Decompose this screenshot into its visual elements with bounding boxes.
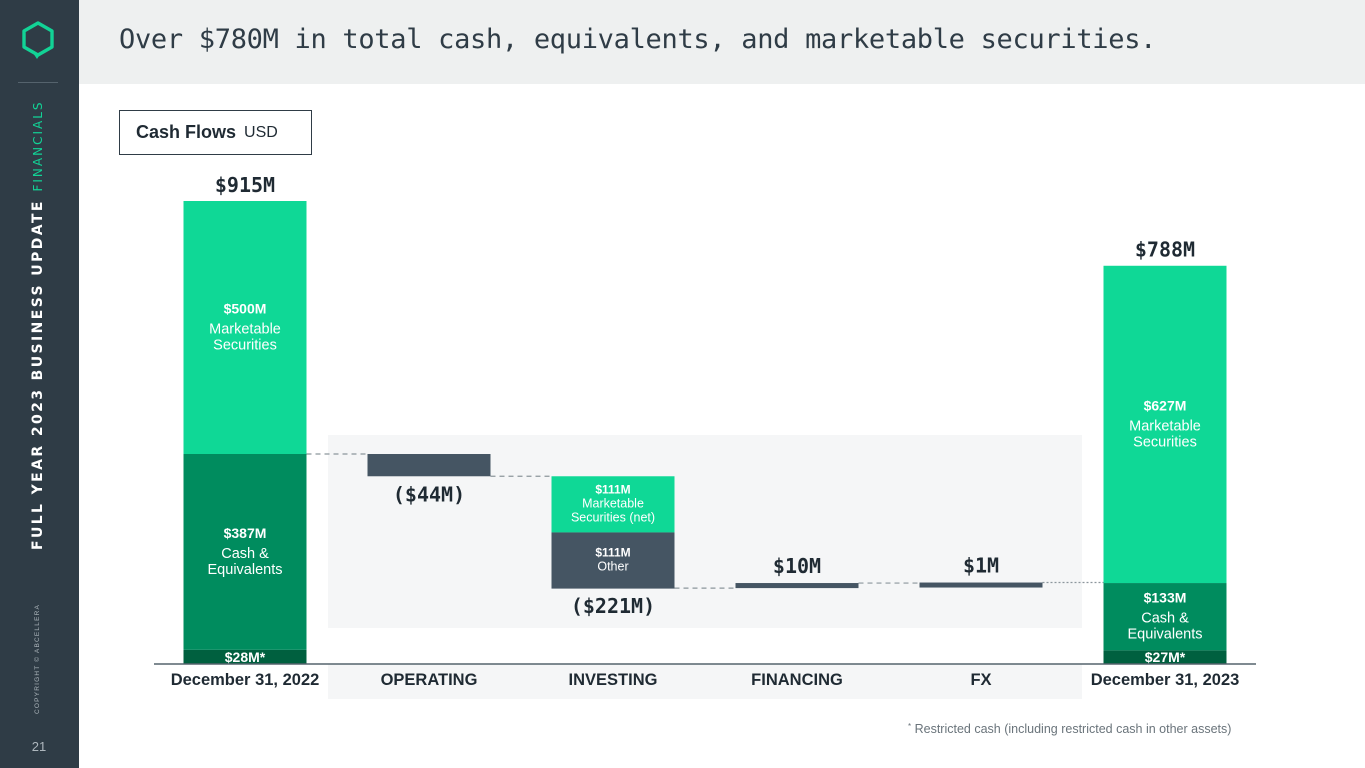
end-bar-segment-restricted-cash <box>1103 650 1227 664</box>
end-segment-desc: Marketable <box>1129 418 1201 434</box>
fx-bar <box>919 582 1043 588</box>
end-segment-value: $627M <box>1144 397 1187 413</box>
investing-segment-desc: Securities (net) <box>571 510 655 524</box>
fx-value-label: $1M <box>963 554 999 578</box>
end-bar-segment-cash-equivalents <box>1103 583 1227 651</box>
cash-flows-label-box: Cash Flows USD <box>119 110 312 155</box>
investing-segment-desc: Other <box>597 560 628 574</box>
investing-segment-value: $111M <box>595 546 630 560</box>
start-segment-desc: Marketable <box>209 322 281 338</box>
start-segment-value: $28M* <box>225 649 266 665</box>
end-segment-desc: Equivalents <box>1128 627 1203 643</box>
category-label-1: OPERATING <box>381 671 478 689</box>
footnote: * Restricted cash (including restricted … <box>908 722 1231 736</box>
end-segment-desc: Securities <box>1133 434 1197 450</box>
end-segment-value: $133M <box>1144 590 1187 606</box>
investing-segment-value: $111M <box>595 482 630 496</box>
investing-segment-desc: Marketable <box>582 496 644 510</box>
category-label-4: FX <box>970 671 991 689</box>
start-bar-segment-restricted-cash <box>183 649 307 664</box>
financing-bar <box>735 583 859 589</box>
investing-value-label: ($221M) <box>571 594 655 618</box>
operating-bar <box>367 454 491 477</box>
financing-value-label: $10M <box>773 554 821 578</box>
end-segment-desc: Cash & <box>1141 611 1189 627</box>
start-total-label: $915M <box>215 173 275 197</box>
sidebar: FINANCIALS FULL YEAR 2023 BUSINESS UPDAT… <box>0 0 79 768</box>
currency-unit: USD <box>244 123 278 141</box>
start-bar-segment-marketable-securities <box>183 201 307 455</box>
category-label-5: December 31, 2023 <box>1091 671 1240 689</box>
start-segment-value: $387M <box>224 525 267 541</box>
page-number: 21 <box>31 739 47 754</box>
investing-bar-segment-marketable-securities-net- <box>551 476 675 533</box>
category-label-3: FINANCING <box>751 671 843 689</box>
cash-flows-title: Cash Flows <box>136 122 237 142</box>
operating-value-label: ($44M) <box>393 482 465 506</box>
footnote-text: Restricted cash (including restricted ca… <box>914 722 1232 736</box>
abcellera-logo-icon <box>22 21 54 59</box>
start-segment-desc: Equivalents <box>208 562 283 578</box>
investing-bar-segment-other <box>551 532 675 589</box>
start-bar-segment-cash-equivalents <box>183 454 307 650</box>
slide-title: Over $780M in total cash, equivalents, a… <box>119 24 1157 55</box>
sidebar-divider <box>18 82 58 83</box>
category-label-2: INVESTING <box>569 671 658 689</box>
category-label-panel <box>328 664 1082 699</box>
footnote-marker: * <box>908 722 912 731</box>
end-bar-segment-marketable-securities <box>1103 265 1227 584</box>
slide-header: Over $780M in total cash, equivalents, a… <box>79 0 1365 84</box>
category-label-0: December 31, 2022 <box>171 671 320 689</box>
end-total-label: $788M <box>1135 237 1195 261</box>
start-segment-value: $500M <box>224 301 267 317</box>
end-segment-value: $27M* <box>1145 649 1186 665</box>
start-segment-desc: Securities <box>213 338 277 354</box>
start-segment-desc: Cash & <box>221 546 269 562</box>
